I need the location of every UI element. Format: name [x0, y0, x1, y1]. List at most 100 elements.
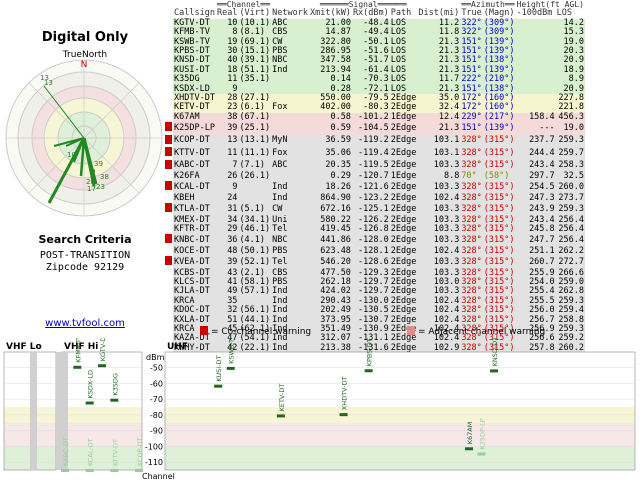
- cell-network: CBS: [271, 27, 309, 38]
- site-link[interactable]: www.tvfool.com: [45, 318, 125, 329]
- co-channel-warning-icon: [165, 122, 172, 132]
- cell-real: 10: [215, 18, 239, 29]
- cell-magn: (315°): [482, 214, 516, 225]
- cell-path: 2Edge: [389, 192, 418, 204]
- cell-xmit: 312.07: [308, 333, 352, 344]
- column-header-mark: [165, 9, 173, 18]
- cell-true: 328°: [460, 245, 483, 257]
- chart-zone: [165, 446, 635, 470]
- cell-los: 256.4: [555, 234, 585, 247]
- cell-network: Ind: [271, 305, 309, 316]
- row-warning-cell: [165, 172, 173, 181]
- cell-virt: (69.1): [238, 36, 272, 48]
- cell-los: 258.8: [555, 315, 585, 325]
- column-header: (Virt): [239, 8, 271, 19]
- cell-network: ABC: [271, 18, 309, 29]
- cell-network: [271, 94, 309, 104]
- cell-magn: (315°): [482, 267, 516, 278]
- cell-rx: -128.1: [351, 246, 390, 257]
- cell-path: 2Edge: [389, 147, 418, 160]
- cell-magn: (139°): [482, 64, 516, 76]
- cell-path: 2Edge: [389, 256, 418, 269]
- cell-path: 2Edge: [389, 276, 418, 288]
- cell-los: 259.2: [555, 333, 585, 344]
- table-row: KPBS-DT 30 (15.1) PBS 286.95 -51.6 LOS 21.3 151°…: [165, 46, 585, 57]
- cell-network: PBS: [271, 246, 309, 257]
- cell-xmit: 546.20: [308, 256, 352, 269]
- cell-magn: (315°): [482, 223, 516, 235]
- table-row: K26FA 26 (26.1) 0.29 -120.7 1Edge 8.8 70° (58°) 2…: [165, 171, 585, 182]
- cell-true: 328°: [460, 276, 483, 288]
- cell-rx: -61.4: [351, 65, 390, 76]
- table-row: KGTV-DT 10 (10.1) ABC 21.00 -48.4 LOS 11.2 322°(…: [165, 18, 585, 29]
- cell-callsign: KNBC-DT: [173, 234, 216, 247]
- cell-network: CW: [271, 203, 309, 216]
- legend-adjacent-channel: = Adjacent channel warning: [407, 326, 545, 337]
- left-panel: Digital Only TrueNorth N 13 13 10 39 9 3…: [0, 0, 170, 335]
- cell-path: 2Edge: [389, 214, 418, 225]
- cell-virt: (7.1): [238, 159, 272, 172]
- row-warning-cell: [165, 234, 173, 246]
- cell-true: 151°: [460, 55, 483, 66]
- cell-dist: 102.4: [417, 305, 461, 316]
- cell-real: 30: [215, 46, 239, 57]
- cell-callsign: KSDX-LD: [173, 84, 216, 95]
- cell-virt: [238, 193, 272, 204]
- cell-callsign: KVEA-DT: [173, 256, 216, 269]
- cell-callsign: KSWB-TV: [173, 37, 216, 48]
- column-header: Network: [272, 8, 308, 19]
- radar-label: 13: [44, 79, 53, 87]
- cell-callsign: KTLA-DT: [173, 203, 216, 216]
- cell-h100: 158.4: [515, 112, 556, 123]
- cell-rx: -50.1: [351, 37, 390, 48]
- cell-virt: (39.1): [238, 55, 272, 66]
- chart-y-tick: -90: [150, 427, 163, 436]
- co-channel-warning-icon: [165, 147, 172, 157]
- radar-label: 9: [91, 168, 95, 176]
- table-row: KSWB-TV 19 (69.1) CW 322.80 -50.1 LOS 21.3 151°(…: [165, 36, 585, 48]
- cell-xmit: 286.95: [308, 46, 352, 57]
- table-row: KETV-DT 23 (6.1) Fox 402.00 -80.3 2Edge 32.4 172…: [165, 103, 585, 113]
- cell-h100: 256.0: [515, 305, 556, 316]
- cell-network: NBC: [271, 56, 309, 66]
- cell-real: 45: [215, 324, 239, 335]
- cell-real: 29: [215, 224, 239, 235]
- cell-los: 14.2: [555, 18, 585, 29]
- row-warning-cell: [165, 247, 173, 256]
- legend-co-channel: = Co-channel warning: [200, 326, 311, 337]
- cell-virt: (54.1): [238, 333, 272, 344]
- cell-h100: [515, 56, 556, 66]
- chart-point: [110, 398, 119, 402]
- table-row: KCBS-DT 43 (2.1) CBS 477.50 -129.3 2Edge 103.3 3…: [165, 267, 585, 278]
- cell-h100: 244.4: [515, 147, 556, 160]
- cell-rx: -120.7: [351, 171, 390, 182]
- cell-network: Ind: [271, 296, 309, 307]
- cell-los: 19.0: [555, 122, 585, 135]
- cell-los: 256.4: [555, 224, 585, 235]
- cell-network: Tel: [271, 256, 309, 269]
- cell-virt: [238, 181, 272, 194]
- cell-real: 41: [215, 277, 239, 288]
- cell-rx: -48.4: [351, 18, 390, 29]
- cell-dist: 11.2: [417, 18, 461, 29]
- cell-real: 49: [215, 286, 239, 297]
- cell-dist: 102.4: [417, 246, 461, 257]
- cell-path: LOS: [389, 74, 418, 85]
- cell-magn: (315°): [482, 286, 516, 297]
- cell-xmit: 21.00: [308, 18, 352, 29]
- group-header-height: Height(ft AGL): [516, 0, 584, 9]
- cell-true: 328°: [460, 305, 483, 316]
- cell-real: 51: [215, 315, 239, 325]
- cell-h100: [515, 28, 556, 38]
- cell-network: Tel: [271, 224, 309, 235]
- cell-real: 11: [215, 147, 239, 160]
- cell-virt: (35.1): [238, 74, 272, 85]
- cell-path: LOS: [389, 56, 418, 66]
- cell-callsign: K35DG: [173, 74, 216, 85]
- cell-true: 151°: [460, 36, 483, 48]
- cell-path: 2Edge: [389, 342, 418, 354]
- cell-path: LOS: [389, 46, 418, 57]
- cell-dist: 8.8: [417, 171, 461, 182]
- cell-magn: (138°): [482, 55, 516, 66]
- cell-path: LOS: [389, 27, 418, 38]
